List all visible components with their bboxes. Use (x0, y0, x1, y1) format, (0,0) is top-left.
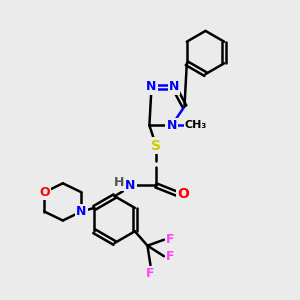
Text: N: N (169, 80, 179, 94)
Text: F: F (166, 233, 174, 246)
Text: O: O (177, 187, 189, 200)
Text: F: F (146, 267, 155, 280)
Text: F: F (166, 250, 174, 263)
Text: N: N (76, 205, 87, 218)
Text: O: O (39, 186, 50, 199)
Text: H: H (114, 176, 124, 190)
Text: S: S (151, 139, 161, 152)
Text: N: N (146, 80, 157, 94)
Text: N: N (125, 179, 136, 192)
Text: N: N (167, 119, 177, 132)
Text: CH₃: CH₃ (184, 120, 207, 130)
